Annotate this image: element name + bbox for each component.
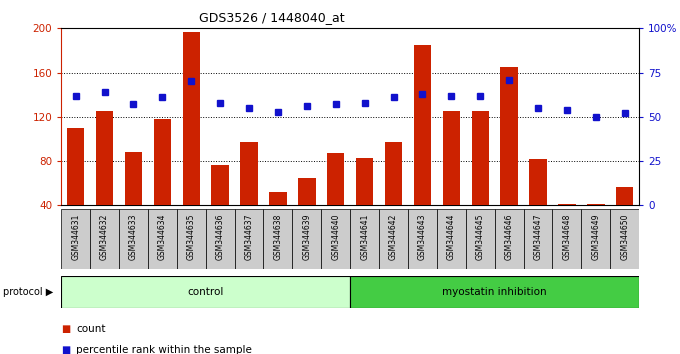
Text: control: control [188, 287, 224, 297]
Bar [67, 128, 84, 250]
Bar [148, 209, 177, 269]
Bar [471, 111, 489, 250]
Text: GSM344635: GSM344635 [187, 214, 196, 260]
Bar [90, 209, 119, 269]
Bar [263, 209, 292, 269]
Bar [443, 111, 460, 250]
Bar [154, 119, 171, 250]
Text: GSM344649: GSM344649 [592, 214, 600, 260]
Bar [616, 187, 633, 250]
Text: ■: ■ [61, 324, 71, 334]
Text: GSM344640: GSM344640 [331, 214, 340, 260]
Text: myostatin inhibition: myostatin inhibition [443, 287, 547, 297]
Bar [292, 209, 321, 269]
Text: GSM344644: GSM344644 [447, 214, 456, 260]
Bar [558, 204, 575, 250]
Bar [119, 209, 148, 269]
Text: GSM344646: GSM344646 [505, 214, 513, 260]
Bar [587, 204, 605, 250]
Bar [96, 111, 113, 250]
Text: GSM344645: GSM344645 [476, 214, 485, 260]
Bar [356, 158, 373, 250]
Text: GSM344633: GSM344633 [129, 214, 138, 260]
Text: GSM344642: GSM344642 [389, 214, 398, 260]
Text: GSM344638: GSM344638 [273, 214, 282, 260]
Bar [552, 209, 581, 269]
Bar [500, 67, 517, 250]
Bar [610, 209, 639, 269]
Bar [205, 209, 235, 269]
Bar [408, 209, 437, 269]
Bar [581, 209, 610, 269]
Bar [298, 178, 316, 250]
Text: ■: ■ [61, 346, 71, 354]
Text: GSM344648: GSM344648 [562, 214, 571, 260]
Text: GSM344634: GSM344634 [158, 214, 167, 260]
Text: GSM344639: GSM344639 [303, 214, 311, 260]
Bar [494, 209, 524, 269]
Text: GSM344632: GSM344632 [100, 214, 109, 260]
Text: GSM344643: GSM344643 [418, 214, 427, 260]
Bar [182, 32, 200, 250]
Text: protocol ▶: protocol ▶ [3, 287, 54, 297]
Text: percentile rank within the sample: percentile rank within the sample [76, 346, 252, 354]
Text: GSM344650: GSM344650 [620, 214, 629, 260]
Bar [327, 153, 344, 250]
Text: GSM344637: GSM344637 [245, 214, 254, 260]
Bar [61, 276, 350, 308]
Bar [524, 209, 552, 269]
Bar [437, 209, 466, 269]
Bar [235, 209, 263, 269]
Bar [61, 209, 90, 269]
Bar [350, 276, 639, 308]
Bar [385, 142, 402, 250]
Bar [211, 166, 228, 250]
Text: GSM344631: GSM344631 [71, 214, 80, 260]
Bar [350, 209, 379, 269]
Bar [413, 45, 431, 250]
Bar [529, 159, 547, 250]
Bar [124, 152, 142, 250]
Bar [321, 209, 350, 269]
Bar [269, 192, 286, 250]
Bar [241, 142, 258, 250]
Bar [177, 209, 205, 269]
Bar [466, 209, 494, 269]
Bar [379, 209, 408, 269]
Text: GSM344647: GSM344647 [534, 214, 543, 260]
Text: GDS3526 / 1448040_at: GDS3526 / 1448040_at [199, 11, 345, 24]
Text: count: count [76, 324, 105, 334]
Text: GSM344641: GSM344641 [360, 214, 369, 260]
Text: GSM344636: GSM344636 [216, 214, 224, 260]
